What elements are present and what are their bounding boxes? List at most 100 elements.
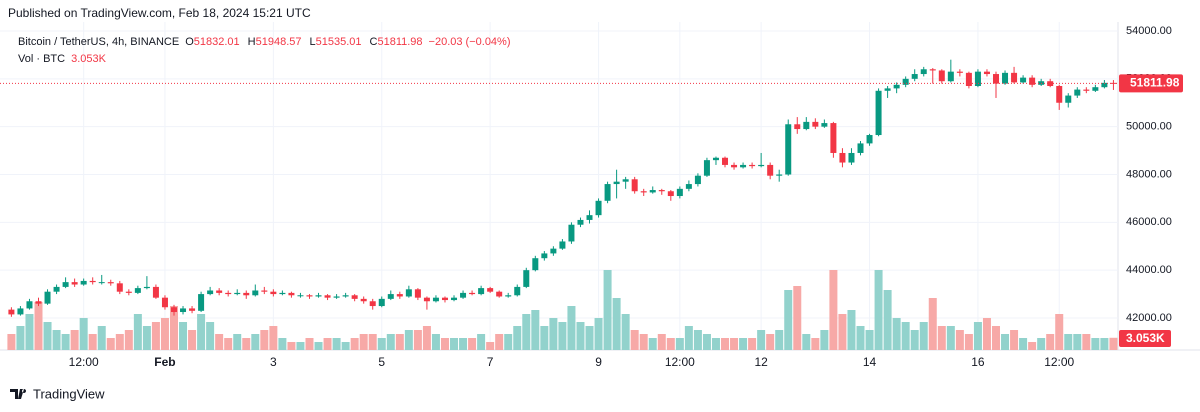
last-price-box — [1119, 74, 1183, 93]
candle-body — [161, 297, 168, 308]
volume-bar — [97, 326, 106, 350]
candle-body — [965, 72, 972, 87]
candle-body — [216, 290, 223, 293]
volume-bars — [7, 270, 1118, 350]
volume-bar — [106, 338, 115, 350]
time-tick-label: 3 — [270, 355, 277, 369]
volume-bar — [368, 334, 377, 350]
volume-bar — [486, 342, 495, 350]
volume-bar — [793, 286, 802, 350]
volume-bar — [504, 334, 513, 350]
volume-bar — [991, 326, 1000, 350]
candle-body — [116, 283, 123, 292]
volume-bar — [142, 326, 151, 350]
candle-body — [821, 123, 828, 127]
candle-body — [17, 308, 24, 315]
candle-body — [405, 289, 412, 297]
candle-body — [288, 292, 295, 296]
volume-bar — [928, 298, 937, 350]
candle-body — [631, 179, 638, 192]
last-price-label: 51811.98 — [1130, 75, 1180, 89]
price-tick-label: 42000.00 — [1126, 312, 1172, 324]
candle-body — [974, 71, 981, 87]
candle-body — [351, 295, 358, 299]
volume-bar — [522, 314, 531, 350]
volume-bar — [124, 330, 133, 350]
volume-bar — [79, 318, 88, 350]
change-value: −20.03 (−0.04%) — [429, 36, 511, 48]
candle-body — [143, 286, 150, 289]
volume-bar — [829, 270, 838, 350]
candle-body — [1002, 72, 1009, 84]
candle-body — [830, 123, 837, 153]
candle-body — [667, 191, 674, 197]
candle-body — [252, 290, 259, 296]
volume-bar — [206, 322, 215, 350]
ohlc-letter: H — [248, 36, 256, 48]
candle-body — [740, 164, 747, 168]
candle-body — [622, 179, 629, 182]
volume-bar — [757, 330, 766, 350]
candle-body — [712, 157, 719, 161]
candle-body — [794, 124, 801, 130]
volume-bar — [612, 298, 621, 350]
candle-body — [333, 296, 340, 298]
candle-body — [414, 289, 421, 298]
candle-body — [604, 184, 611, 201]
candle-body — [342, 295, 349, 297]
volume-bar — [1010, 330, 1019, 350]
volume-bar — [377, 338, 386, 350]
volume-bar — [431, 334, 440, 350]
volume-bar — [856, 326, 865, 350]
volume-bar — [666, 338, 675, 350]
volume-bar — [892, 318, 901, 350]
candle-body — [35, 301, 42, 304]
candle-body — [676, 188, 683, 197]
price-tick-label: 44000.00 — [1126, 264, 1172, 276]
volume-bar — [865, 330, 874, 350]
volume-name: Vol · BTC — [18, 53, 65, 65]
candle-body — [469, 292, 476, 295]
volume-bar — [341, 342, 350, 350]
candle-body — [758, 164, 765, 167]
volume-bar — [513, 326, 522, 350]
volume-bar — [1091, 338, 1100, 350]
brand-name: TradingView — [33, 386, 105, 401]
volume-bar — [115, 334, 124, 350]
volume-bar — [242, 338, 251, 350]
candle-body — [812, 121, 819, 127]
candle-body — [541, 253, 548, 259]
volume-bar — [7, 334, 16, 350]
candle-body — [396, 294, 403, 297]
time-tick-label: 12 — [754, 355, 768, 369]
candle-body — [776, 174, 783, 176]
volume-bar — [1046, 334, 1055, 350]
candle-body — [956, 71, 963, 73]
price-tick-label: 54000.00 — [1126, 25, 1172, 37]
volume-bar — [567, 306, 576, 350]
candle-body — [1056, 86, 1063, 103]
candle-body — [992, 74, 999, 84]
candle-body — [170, 307, 177, 313]
candle-body — [685, 184, 692, 189]
volume-bar — [576, 322, 585, 350]
candle-body — [180, 308, 187, 313]
candle-body — [911, 74, 918, 79]
candle-body — [731, 164, 738, 168]
time-tick-label: 16 — [971, 355, 985, 369]
symbol-legend: Bitcoin / TetherUS, 4h, BINANCE O51832.01… — [18, 36, 511, 48]
candle-body — [460, 292, 467, 298]
brand-logo — [10, 389, 27, 399]
candle-body — [243, 292, 250, 296]
volume-bar — [151, 322, 160, 350]
candle-body — [225, 292, 232, 295]
candle-body — [920, 69, 927, 75]
candle-body — [306, 295, 313, 297]
volume-bar — [188, 330, 197, 350]
volume-bar — [61, 334, 70, 350]
volume-bar — [404, 330, 413, 350]
ohlc-letter: C — [370, 36, 378, 48]
volume-value: 3.053K — [71, 53, 107, 65]
volume-bar — [675, 338, 684, 350]
time-tick-label: Feb — [154, 355, 175, 369]
